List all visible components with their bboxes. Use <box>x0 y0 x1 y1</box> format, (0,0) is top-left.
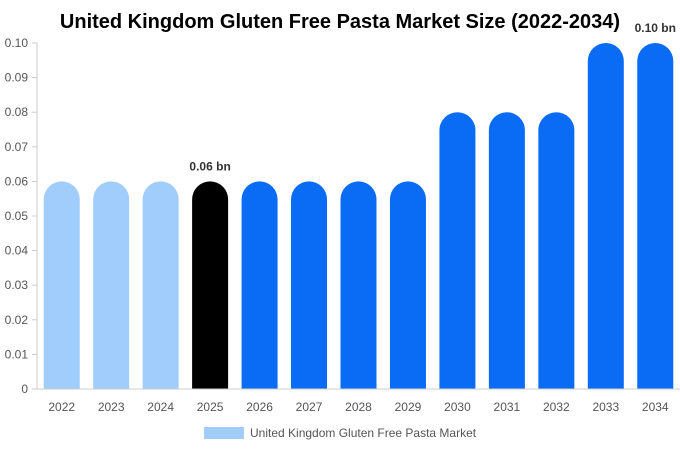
x-tick-label: 2032 <box>543 400 570 414</box>
x-tick-label: 2025 <box>197 400 224 414</box>
bar-2022[interactable] <box>43 181 80 389</box>
x-tick-label: 2031 <box>494 400 521 414</box>
data-label: 0.06 bn <box>189 159 230 173</box>
bar-2032[interactable] <box>538 112 575 389</box>
legend-swatch <box>204 427 244 439</box>
bar-2025[interactable] <box>192 181 229 389</box>
data-label: 0.10 bn <box>635 21 676 35</box>
bar-2024[interactable] <box>142 181 179 389</box>
bar-2027[interactable] <box>291 181 328 389</box>
y-tick-label: 0 <box>21 382 28 396</box>
x-tick-label: 2029 <box>395 400 422 414</box>
y-tick-label: 0.10 <box>5 36 29 50</box>
bar-2034[interactable] <box>637 43 674 389</box>
bar-2029[interactable] <box>389 181 426 389</box>
x-tick-label: 2026 <box>246 400 273 414</box>
x-tick-label: 2028 <box>345 400 372 414</box>
y-tick-label: 0.04 <box>5 244 29 258</box>
bar-2031[interactable] <box>488 112 525 389</box>
x-tick-label: 2027 <box>296 400 323 414</box>
x-tick-label: 2030 <box>444 400 471 414</box>
bar-2023[interactable] <box>93 181 130 389</box>
y-tick-label: 0.06 <box>5 174 29 188</box>
y-tick-label: 0.05 <box>5 209 29 223</box>
y-tick-label: 0.08 <box>5 105 29 119</box>
y-tick-label: 0.02 <box>5 313 29 327</box>
y-axis: 0 0.01 0.02 0.03 0.04 0.05 0.06 0.07 0.08 0.09 0.1… <box>5 36 38 396</box>
data-labels: 0.06 bn 0.10 bn <box>189 21 676 173</box>
bar-2030[interactable] <box>439 112 476 389</box>
x-tick-label: 2023 <box>98 400 125 414</box>
x-tick-label: 2034 <box>642 400 669 414</box>
bar-2028[interactable] <box>340 181 377 389</box>
y-tick-label: 0.07 <box>5 140 29 154</box>
legend-label: United Kingdom Gluten Free Pasta Market <box>250 426 477 440</box>
x-tick-label: 2033 <box>592 400 619 414</box>
legend[interactable]: United Kingdom Gluten Free Pasta Market <box>204 426 477 440</box>
x-axis: 2022 2023 2024 2025 2026 2027 2028 2029 2030 2031… <box>37 388 680 414</box>
bar-2026[interactable] <box>241 181 278 389</box>
bar-2033[interactable] <box>587 43 624 389</box>
bars <box>43 43 674 389</box>
y-tick-label: 0.01 <box>5 347 29 361</box>
x-tick-label: 2022 <box>48 400 75 414</box>
y-tick-label: 0.03 <box>5 278 29 292</box>
x-tick-label: 2024 <box>147 400 174 414</box>
y-tick-label: 0.09 <box>5 71 29 85</box>
chart-title: United Kingdom Gluten Free Pasta Market … <box>60 11 620 33</box>
